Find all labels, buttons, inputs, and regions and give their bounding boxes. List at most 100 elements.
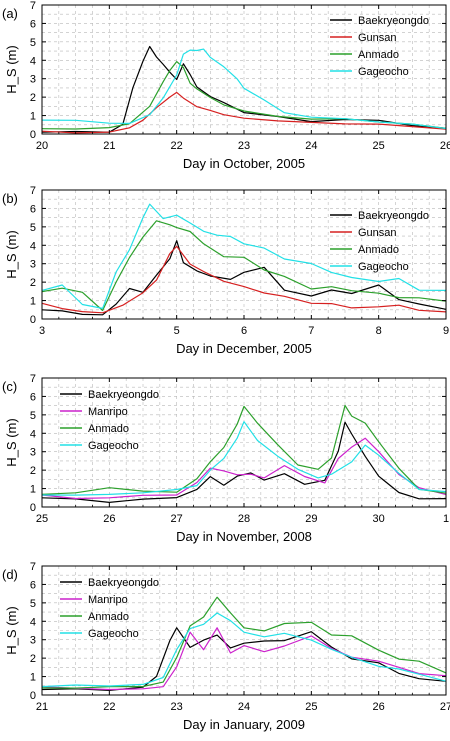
- x-tick-label: 25: [36, 513, 48, 525]
- x-tick-label: 23: [171, 701, 183, 713]
- legend-label: Baekryeongdo: [88, 389, 159, 401]
- y-tick-label: 4: [30, 240, 36, 252]
- panel-label: (b): [2, 191, 18, 206]
- series-line-gunsan: [41, 91, 447, 134]
- x-tick-label: 4: [106, 325, 112, 337]
- y-tick-label: 1: [30, 484, 36, 496]
- y-tick-label: 6: [30, 203, 36, 215]
- legend-label: Gunsan: [358, 32, 397, 44]
- x-tick-label: 25: [305, 701, 317, 713]
- x-tick-label: 26: [373, 701, 385, 713]
- y-tick-label: 0: [30, 314, 36, 326]
- y-tick-label: 3: [30, 635, 36, 647]
- chart-panel-2: 3 4 5 6 7 8 9 0 1 2 3 4 5 6 7 Day in December, 2005 H_S …: [2, 185, 449, 356]
- series-line-baekryeongdo: [41, 45, 447, 133]
- x-axis-label: Day in November, 2008: [176, 529, 312, 544]
- y-tick-label: 3: [30, 74, 36, 86]
- grid: [42, 5, 446, 134]
- legend-label: Anmado: [358, 244, 399, 256]
- x-tick-label: 26: [440, 140, 450, 152]
- y-tick-label: 6: [30, 391, 36, 403]
- legend-label: Gageocho: [88, 440, 139, 452]
- legend-label: Gageocho: [358, 66, 409, 78]
- x-tick-label: 28: [238, 513, 250, 525]
- legend-label: Gunsan: [358, 227, 397, 239]
- legend-label: Gageocho: [88, 628, 139, 640]
- y-tick-label: 7: [30, 185, 36, 197]
- x-tick-label: 3: [39, 325, 45, 337]
- y-tick-label: 5: [30, 410, 36, 422]
- y-tick-label: 2: [30, 465, 36, 477]
- y-tick-label: 0: [30, 502, 36, 514]
- y-tick-label: 6: [30, 579, 36, 591]
- y-axis-label: H_S (m): [4, 606, 19, 654]
- y-tick-label: 5: [30, 37, 36, 49]
- x-tick-label: 24: [305, 140, 317, 152]
- x-tick-label: 9: [443, 325, 449, 337]
- x-tick-label: 26: [103, 513, 115, 525]
- legend-label: Anmado: [88, 423, 129, 435]
- legend-label: Baekryeongdo: [88, 577, 159, 589]
- series-line-gageocho: [41, 421, 447, 496]
- x-tick-label: 27: [171, 513, 183, 525]
- y-tick-label: 7: [30, 0, 36, 12]
- legend-label: Gageocho: [358, 261, 409, 273]
- series-line-gunsan: [41, 245, 447, 314]
- legend: Baekryeongdo Manripo Anmado Gageocho: [60, 389, 159, 452]
- y-tick-label: 1: [30, 296, 36, 308]
- y-tick-label: 2: [30, 92, 36, 104]
- legend-label: Baekryeongdo: [358, 15, 429, 27]
- x-tick-label: 22: [171, 140, 183, 152]
- y-tick-label: 7: [30, 373, 36, 385]
- legend-label: Manripo: [88, 594, 128, 606]
- legend: Baekryeongdo Gunsan Anmado Gageocho: [330, 210, 429, 273]
- x-tick-label: 20: [36, 140, 48, 152]
- y-tick-label: 0: [30, 129, 36, 141]
- x-tick-label: 27: [440, 701, 450, 713]
- x-tick-label: 21: [103, 140, 115, 152]
- series-line-baekryeongdo: [41, 421, 447, 503]
- panel-label: (c): [2, 379, 17, 394]
- y-tick-label: 2: [30, 653, 36, 665]
- grid: [42, 190, 446, 319]
- y-tick-label: 3: [30, 259, 36, 271]
- series-line-gageocho: [41, 203, 447, 309]
- y-axis-label: H_S (m): [4, 230, 19, 278]
- series-line-baekryeongdo: [41, 627, 447, 692]
- y-tick-label: 1: [30, 111, 36, 123]
- series-line-baekryeongdo: [41, 240, 447, 316]
- x-tick-label: 7: [308, 325, 314, 337]
- x-axis-label: Day in January, 2009: [183, 717, 305, 732]
- panel-label: (d): [2, 567, 18, 582]
- series-line-anmado: [41, 220, 447, 312]
- legend: Baekryeongdo Manripo Anmado Gageocho: [60, 577, 159, 640]
- y-tick-label: 4: [30, 428, 36, 440]
- x-tick-label: 29: [305, 513, 317, 525]
- legend-label: Manripo: [88, 406, 128, 418]
- x-tick-label: 22: [103, 701, 115, 713]
- x-tick-label: 23: [238, 140, 250, 152]
- x-tick-label: 21: [36, 701, 48, 713]
- x-tick-label: 6: [241, 325, 247, 337]
- y-tick-label: 4: [30, 616, 36, 628]
- chart-panel-3: 25 26 27 28 29 30 1 0 1 2 3 4 5 6 7 Day in November, 20…: [2, 373, 449, 544]
- x-tick-label: 25: [373, 140, 385, 152]
- y-tick-label: 5: [30, 222, 36, 234]
- grid: [42, 378, 446, 507]
- y-tick-label: 4: [30, 55, 36, 67]
- x-tick-label: 24: [238, 701, 250, 713]
- x-tick-label: 30: [373, 513, 385, 525]
- legend-label: Anmado: [88, 611, 129, 623]
- x-tick-label: 5: [174, 325, 180, 337]
- x-axis-label: Day in October, 2005: [183, 156, 305, 171]
- x-tick-label: 8: [376, 325, 382, 337]
- x-tick-label: 1: [443, 513, 449, 525]
- series-line-gageocho: [41, 612, 447, 688]
- y-tick-label: 0: [30, 690, 36, 702]
- series-line-anmado: [41, 596, 447, 689]
- legend-label: Anmado: [358, 49, 399, 61]
- panel-label: (a): [2, 6, 18, 21]
- legend-label: Baekryeongdo: [358, 210, 429, 222]
